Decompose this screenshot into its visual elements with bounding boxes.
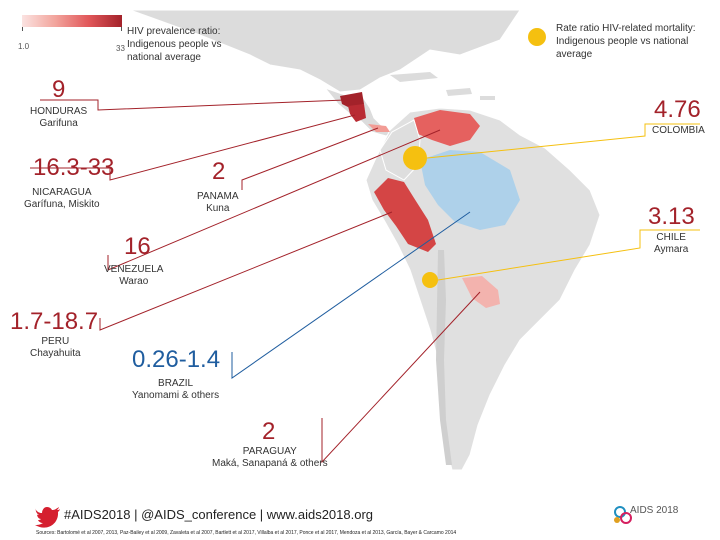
brazil-ratio: 0.26-1.4 — [132, 346, 221, 373]
map-north-america — [129, 9, 521, 93]
mortality-legend-line: average — [556, 49, 593, 60]
paraguay-label: PARAGUAY Maká, Sanapaná & others — [212, 446, 328, 469]
leader-paraguay — [321, 291, 481, 464]
scale-min-label: 1.0 — [18, 42, 30, 51]
country-name: COLOMBIA — [652, 125, 705, 136]
map-nicaragua — [348, 104, 366, 122]
indigenous-group: Garífuna, Miskito — [24, 198, 100, 210]
map-brazil — [420, 150, 520, 230]
scale-tick-max — [121, 27, 122, 31]
twitter-bird-icon — [35, 507, 60, 528]
map-honduras — [340, 92, 364, 108]
paraguay-ratio: 2 — [262, 418, 276, 445]
peru-ratio: 1.7-18.7 — [10, 308, 99, 335]
country-name: PERU — [41, 336, 70, 347]
legend-mortality-dot — [528, 28, 546, 46]
indigenous-group: Kuna — [206, 202, 230, 214]
mortality-legend-line: Rate ratio HIV-related mortality: — [556, 23, 696, 34]
colombia-label: COLOMBIA — [652, 125, 705, 137]
mortality-dot-colombia — [403, 146, 427, 170]
indigenous-group: Aymara — [654, 243, 689, 255]
map-venezuela — [414, 110, 480, 146]
footer-hashtags: #AIDS2018 | @AIDS_conference | www.aids2… — [64, 507, 374, 522]
leader-chile — [437, 229, 700, 281]
sources-line: Sources: Bartolomé et al 2007, 2013, Paz… — [36, 530, 457, 536]
chile-label: CHILE Aymara — [654, 232, 688, 255]
indigenous-group: Yanomami & others — [132, 389, 220, 401]
indigenous-group: Garifuna — [39, 117, 78, 129]
nicaragua-label: NICARAGUA Garífuna, Miskito — [24, 187, 100, 210]
honduras-ratio: 9 — [52, 76, 66, 103]
indigenous-group: Maká, Sanapaná & others — [212, 457, 328, 469]
nicaragua-ratio: 16.3-33 — [33, 154, 115, 181]
panama-label: PANAMA Kuna — [197, 191, 239, 214]
map-chile — [436, 250, 452, 465]
map-paraguay — [462, 276, 500, 308]
map-caribbean — [390, 72, 495, 100]
leader-peru — [99, 211, 393, 331]
mortality-dot-chile — [422, 272, 438, 288]
colombia-mortality-ratio: 4.76 — [654, 96, 701, 123]
leader-brazil — [231, 211, 471, 379]
venezuela-label: VENEZUELA Warao — [104, 264, 163, 287]
map-peru — [374, 178, 436, 252]
aids-conference-logo-icon — [614, 506, 632, 524]
prevalence-color-scale — [22, 15, 122, 27]
map-panama — [368, 124, 390, 132]
chile-mortality-ratio: 3.13 — [648, 203, 695, 230]
scale-max-label: 33 — [116, 44, 125, 53]
honduras-label: HONDURAS Garifuna — [30, 106, 87, 129]
prevalence-legend-line: Indigenous people vs — [127, 39, 222, 50]
country-name: CHILE — [656, 232, 686, 243]
indigenous-group: Chayahuita — [30, 347, 81, 359]
panama-ratio: 2 — [212, 158, 226, 185]
mortality-legend-line: Indigenous people vs national — [556, 36, 689, 47]
leader-colombia — [426, 123, 700, 159]
country-name: PARAGUAY — [242, 446, 297, 457]
country-name: HONDURAS — [30, 106, 88, 117]
prevalence-legend-title: HIV prevalence ratio: Indigenous people … — [127, 25, 222, 64]
scale-tick-min — [22, 27, 23, 31]
peru-label: PERU Chayahuita — [30, 336, 81, 359]
leader-honduras — [40, 99, 346, 111]
leader-panama — [241, 127, 379, 190]
leader-nicaragua — [30, 114, 356, 181]
country-name: PANAMA — [197, 191, 239, 202]
country-name: VENEZUELA — [104, 264, 164, 275]
leader-venezuela — [107, 129, 441, 271]
prevalence-legend-line: HIV prevalence ratio: — [127, 26, 221, 37]
brazil-label: BRAZIL Yanomami & others — [132, 378, 219, 401]
country-name: NICARAGUA — [32, 187, 92, 198]
venezuela-ratio: 16 — [124, 233, 151, 260]
aids-2018-logo: AIDS 2018 — [630, 505, 679, 516]
mortality-legend-title: Rate ratio HIV-related mortality: Indige… — [556, 22, 696, 61]
prevalence-legend-line: national average — [127, 52, 201, 63]
indigenous-group: Warao — [119, 275, 149, 287]
country-name: BRAZIL — [158, 378, 194, 389]
